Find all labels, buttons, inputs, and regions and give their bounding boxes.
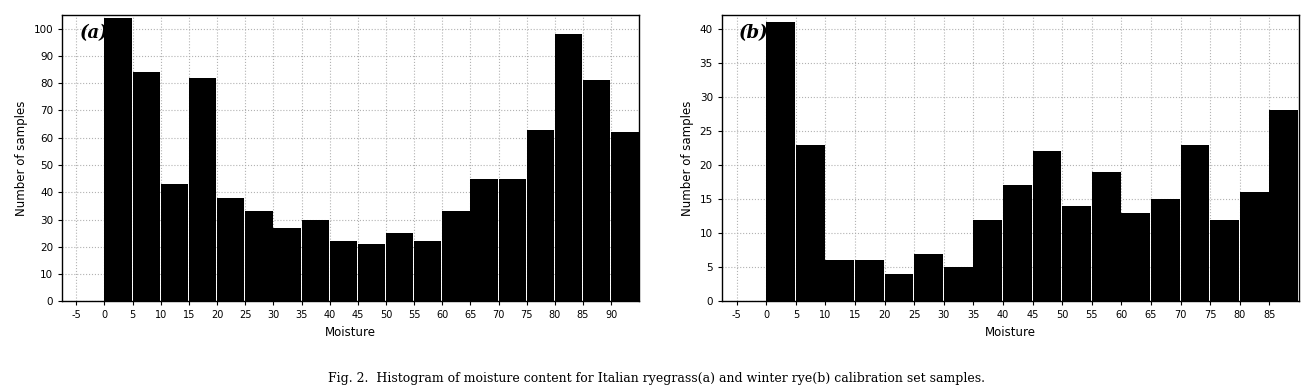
Bar <box>1269 110 1298 301</box>
Bar <box>1062 206 1091 301</box>
Bar <box>443 211 469 301</box>
X-axis label: Moisture: Moisture <box>326 326 376 339</box>
Bar <box>470 179 498 301</box>
Bar <box>695 239 723 301</box>
Bar <box>611 132 639 301</box>
Text: (a): (a) <box>80 24 108 42</box>
Bar <box>1180 145 1209 301</box>
Bar <box>527 130 555 301</box>
Bar <box>1300 172 1314 301</box>
Bar <box>498 179 526 301</box>
Bar <box>273 228 301 301</box>
Y-axis label: Number of samples: Number of samples <box>14 100 28 216</box>
Bar <box>974 219 1003 301</box>
Bar <box>133 72 160 301</box>
Bar <box>640 192 666 301</box>
Text: Fig. 2.  Histogram of moisture content for Italian ryegrass(a) and winter rye(b): Fig. 2. Histogram of moisture content fo… <box>328 372 986 385</box>
Bar <box>915 254 943 301</box>
Bar <box>301 219 328 301</box>
Bar <box>1092 172 1121 301</box>
Bar <box>1240 192 1268 301</box>
Bar <box>1003 186 1031 301</box>
Bar <box>583 81 611 301</box>
Bar <box>796 145 825 301</box>
Bar <box>1151 199 1180 301</box>
Bar <box>724 239 752 301</box>
X-axis label: Moisture: Moisture <box>986 326 1035 339</box>
Bar <box>246 211 272 301</box>
Bar <box>668 214 695 301</box>
Bar <box>414 242 442 301</box>
Y-axis label: Number of samples: Number of samples <box>681 100 694 216</box>
Bar <box>357 244 385 301</box>
Text: (b): (b) <box>740 24 769 42</box>
Bar <box>1033 151 1062 301</box>
Bar <box>855 261 884 301</box>
Bar <box>330 242 357 301</box>
Bar <box>386 233 414 301</box>
Bar <box>884 274 913 301</box>
Bar <box>752 263 779 301</box>
Bar <box>766 22 795 301</box>
Bar <box>943 267 972 301</box>
Bar <box>555 34 582 301</box>
Bar <box>160 184 188 301</box>
Bar <box>189 78 217 301</box>
Bar <box>781 274 807 301</box>
Bar <box>217 198 244 301</box>
Bar <box>1121 213 1150 301</box>
Bar <box>825 261 854 301</box>
Bar <box>104 18 131 301</box>
Bar <box>1210 219 1239 301</box>
